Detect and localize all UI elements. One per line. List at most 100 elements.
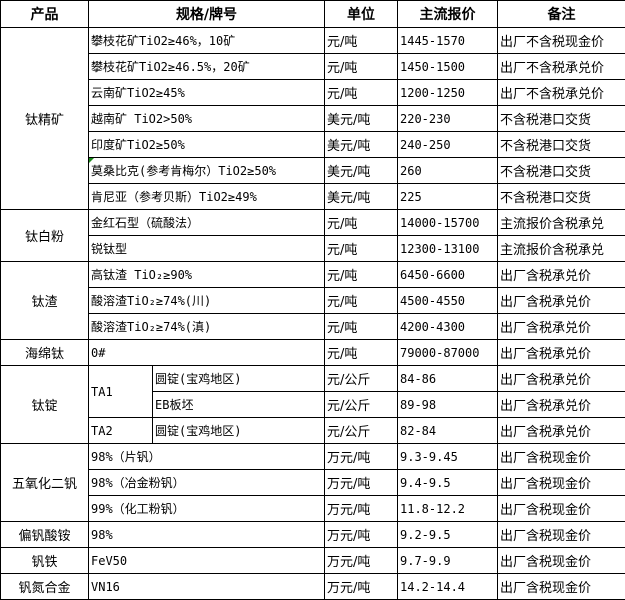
spec-cell: 圆锭(宝鸡地区) — [153, 418, 325, 444]
unit-cell: 元/吨 — [325, 340, 398, 366]
unit-cell: 元/吨 — [325, 80, 398, 106]
note-cell: 出厂不含税承兑价 — [498, 54, 625, 80]
spec-cell: 金红石型（硫酸法） — [89, 210, 325, 236]
unit-cell: 元/公斤 — [325, 366, 398, 392]
note-cell: 不含税港口交货 — [498, 184, 625, 210]
price-cell: 14.2-14.4 — [398, 574, 498, 600]
price-cell: 225 — [398, 184, 498, 210]
price-cell: 14000-15700 — [398, 210, 498, 236]
price-cell: 9.7-9.9 — [398, 548, 498, 574]
spec-cell: 99%（化工粉钒） — [89, 496, 325, 522]
unit-cell: 元/吨 — [325, 288, 398, 314]
comment-marker-icon — [89, 158, 94, 163]
price-cell: 260 — [398, 158, 498, 184]
product-cell: 海绵钛 — [1, 340, 89, 366]
price-cell: 9.3-9.45 — [398, 444, 498, 470]
unit-cell: 元/吨 — [325, 314, 398, 340]
grade-cell: TA1 — [89, 366, 153, 418]
spec-cell: 98%（片钒） — [89, 444, 325, 470]
unit-cell: 万元/吨 — [325, 496, 398, 522]
spec-cell: 云南矿TiO2≥45% — [89, 80, 325, 106]
unit-cell: 美元/吨 — [325, 132, 398, 158]
spec-cell: 攀枝花矿TiO2≥46%，10矿 — [89, 28, 325, 54]
spec-cell: VN16 — [89, 574, 325, 600]
note-cell: 出厂含税现金价 — [498, 444, 625, 470]
unit-cell: 万元/吨 — [325, 444, 398, 470]
spec-cell: 攀枝花矿TiO2≥46.5%，20矿 — [89, 54, 325, 80]
unit-cell: 万元/吨 — [325, 522, 398, 548]
note-cell: 出厂含税现金价 — [498, 522, 625, 548]
spec-cell: 肯尼亚（参考贝斯）TiO2≥49% — [89, 184, 325, 210]
unit-cell: 元/公斤 — [325, 418, 398, 444]
product-cell: 偏钒酸铵 — [1, 522, 89, 548]
unit-cell: 元/吨 — [325, 28, 398, 54]
unit-cell: 万元/吨 — [325, 548, 398, 574]
spec-cell: 锐钛型 — [89, 236, 325, 262]
spec-cell: 莫桑比克(参考肯梅尔）TiO2≥50% — [89, 158, 325, 184]
note-cell: 出厂不含税现金价 — [498, 28, 625, 54]
price-cell: 6450-6600 — [398, 262, 498, 288]
grade-cell: TA2 — [89, 418, 153, 444]
spec-cell: 98%（冶金粉钒） — [89, 470, 325, 496]
price-cell: 1450-1500 — [398, 54, 498, 80]
note-cell: 主流报价含税承兑 — [498, 236, 625, 262]
unit-cell: 元/公斤 — [325, 392, 398, 418]
price-cell: 11.8-12.2 — [398, 496, 498, 522]
unit-cell: 元/吨 — [325, 236, 398, 262]
unit-cell: 元/吨 — [325, 262, 398, 288]
spec-cell: 越南矿 TiO2>50% — [89, 106, 325, 132]
product-cell: 五氧化二钒 — [1, 444, 89, 522]
note-cell: 出厂含税现金价 — [498, 548, 625, 574]
spec-cell: 圆锭(宝鸡地区) — [153, 366, 325, 392]
unit-cell: 元/吨 — [325, 54, 398, 80]
header-row: 产品 规格/牌号 单位 主流报价 备注 — [1, 1, 625, 28]
spec-cell: FeV50 — [89, 548, 325, 574]
note-cell: 出厂含税承兑价 — [498, 288, 625, 314]
unit-cell: 万元/吨 — [325, 574, 398, 600]
price-cell: 12300-13100 — [398, 236, 498, 262]
unit-cell: 元/吨 — [325, 210, 398, 236]
price-cell: 4200-4300 — [398, 314, 498, 340]
header-spec: 规格/牌号 — [89, 1, 325, 28]
price-cell: 82-84 — [398, 418, 498, 444]
header-note: 备注 — [498, 1, 625, 28]
product-cell: 钛锭 — [1, 366, 89, 444]
spec-cell: EB板坯 — [153, 392, 325, 418]
unit-cell: 美元/吨 — [325, 184, 398, 210]
price-cell: 4500-4550 — [398, 288, 498, 314]
note-cell: 不含税港口交货 — [498, 106, 625, 132]
note-cell: 出厂含税承兑价 — [498, 418, 625, 444]
note-cell: 出厂含税现金价 — [498, 496, 625, 522]
note-cell: 不含税港口交货 — [498, 132, 625, 158]
spec-cell: 酸溶渣TiO₂≥74%(滇) — [89, 314, 325, 340]
note-cell: 出厂含税承兑价 — [498, 262, 625, 288]
price-cell: 1445-1570 — [398, 28, 498, 54]
unit-cell: 美元/吨 — [325, 158, 398, 184]
price-cell: 240-250 — [398, 132, 498, 158]
note-cell: 不含税港口交货 — [498, 158, 625, 184]
price-cell: 220-230 — [398, 106, 498, 132]
note-cell: 出厂含税现金价 — [498, 470, 625, 496]
product-cell: 钛精矿 — [1, 28, 89, 210]
price-cell: 89-98 — [398, 392, 498, 418]
price-cell: 79000-87000 — [398, 340, 498, 366]
